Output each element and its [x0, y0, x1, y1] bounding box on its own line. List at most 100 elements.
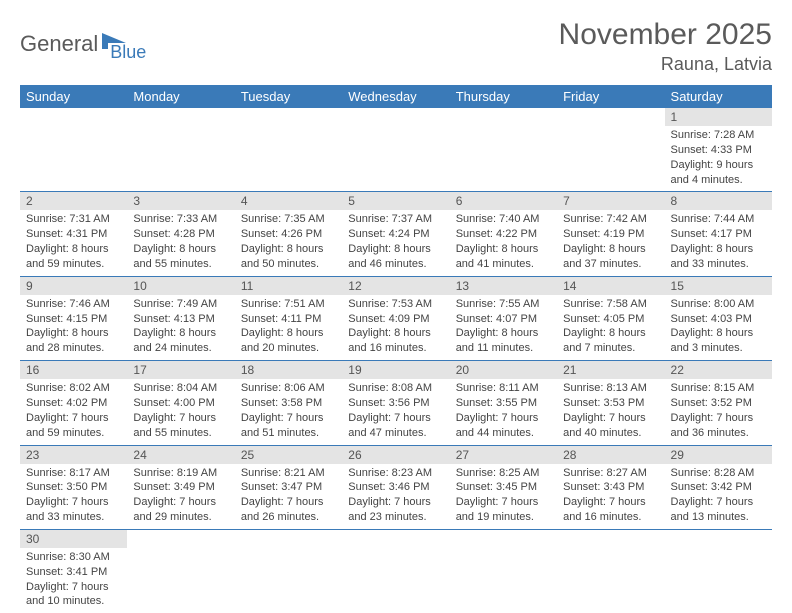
calendar-cell: 22Sunrise: 8:15 AMSunset: 3:52 PMDayligh…: [665, 361, 772, 445]
day-number: 29: [665, 446, 772, 464]
day-details: Sunrise: 8:30 AMSunset: 3:41 PMDaylight:…: [20, 548, 127, 613]
day-of-week-header: Tuesday: [235, 85, 342, 108]
day-details: Sunrise: 8:25 AMSunset: 3:45 PMDaylight:…: [450, 464, 557, 529]
day-details: Sunrise: 7:35 AMSunset: 4:26 PMDaylight:…: [235, 210, 342, 275]
day-of-week-header: Wednesday: [342, 85, 449, 108]
day-details: Sunrise: 8:27 AMSunset: 3:43 PMDaylight:…: [557, 464, 664, 529]
calendar-cell: 20Sunrise: 8:11 AMSunset: 3:55 PMDayligh…: [450, 361, 557, 445]
day-number: 19: [342, 361, 449, 379]
day-details: Sunrise: 8:06 AMSunset: 3:58 PMDaylight:…: [235, 379, 342, 444]
day-details: Sunrise: 8:11 AMSunset: 3:55 PMDaylight:…: [450, 379, 557, 444]
calendar-cell-blank: [450, 108, 557, 192]
day-details: Sunrise: 8:02 AMSunset: 4:02 PMDaylight:…: [20, 379, 127, 444]
calendar-cell: 1Sunrise: 7:28 AMSunset: 4:33 PMDaylight…: [665, 108, 772, 192]
day-number: 7: [557, 192, 664, 210]
calendar-cell: 16Sunrise: 8:02 AMSunset: 4:02 PMDayligh…: [20, 361, 127, 445]
day-number: 12: [342, 277, 449, 295]
calendar-cell-blank: [127, 108, 234, 192]
day-details: Sunrise: 7:40 AMSunset: 4:22 PMDaylight:…: [450, 210, 557, 275]
day-number: 27: [450, 446, 557, 464]
day-of-week-header: Friday: [557, 85, 664, 108]
day-number: 6: [450, 192, 557, 210]
day-details: Sunrise: 7:53 AMSunset: 4:09 PMDaylight:…: [342, 295, 449, 360]
title-block: November 2025 Rauna, Latvia: [559, 18, 772, 75]
day-details: Sunrise: 7:42 AMSunset: 4:19 PMDaylight:…: [557, 210, 664, 275]
calendar-cell: 4Sunrise: 7:35 AMSunset: 4:26 PMDaylight…: [235, 192, 342, 276]
day-details: Sunrise: 8:00 AMSunset: 4:03 PMDaylight:…: [665, 295, 772, 360]
calendar-cell: 3Sunrise: 7:33 AMSunset: 4:28 PMDaylight…: [127, 192, 234, 276]
day-number: 21: [557, 361, 664, 379]
calendar-cell: 18Sunrise: 8:06 AMSunset: 3:58 PMDayligh…: [235, 361, 342, 445]
day-number: 20: [450, 361, 557, 379]
calendar-cell-blank: [235, 529, 342, 613]
day-number: 9: [20, 277, 127, 295]
day-details: Sunrise: 8:13 AMSunset: 3:53 PMDaylight:…: [557, 379, 664, 444]
day-of-week-header: Saturday: [665, 85, 772, 108]
day-details: Sunrise: 8:19 AMSunset: 3:49 PMDaylight:…: [127, 464, 234, 529]
logo: General Blue: [20, 18, 146, 63]
location-label: Rauna, Latvia: [559, 54, 772, 75]
calendar-row: 1Sunrise: 7:28 AMSunset: 4:33 PMDaylight…: [20, 108, 772, 192]
calendar-cell-blank: [557, 108, 664, 192]
calendar-cell: 10Sunrise: 7:49 AMSunset: 4:13 PMDayligh…: [127, 276, 234, 360]
day-number: 26: [342, 446, 449, 464]
calendar-cell: 9Sunrise: 7:46 AMSunset: 4:15 PMDaylight…: [20, 276, 127, 360]
day-number: 14: [557, 277, 664, 295]
day-number: 22: [665, 361, 772, 379]
calendar-cell-blank: [450, 529, 557, 613]
day-details: Sunrise: 7:33 AMSunset: 4:28 PMDaylight:…: [127, 210, 234, 275]
calendar-cell: 30Sunrise: 8:30 AMSunset: 3:41 PMDayligh…: [20, 529, 127, 613]
day-of-week-header: Sunday: [20, 85, 127, 108]
calendar-row: 16Sunrise: 8:02 AMSunset: 4:02 PMDayligh…: [20, 361, 772, 445]
calendar-cell: 7Sunrise: 7:42 AMSunset: 4:19 PMDaylight…: [557, 192, 664, 276]
calendar-cell: 27Sunrise: 8:25 AMSunset: 3:45 PMDayligh…: [450, 445, 557, 529]
calendar-cell: 12Sunrise: 7:53 AMSunset: 4:09 PMDayligh…: [342, 276, 449, 360]
calendar-cell: 11Sunrise: 7:51 AMSunset: 4:11 PMDayligh…: [235, 276, 342, 360]
calendar-row: 9Sunrise: 7:46 AMSunset: 4:15 PMDaylight…: [20, 276, 772, 360]
day-details: Sunrise: 7:37 AMSunset: 4:24 PMDaylight:…: [342, 210, 449, 275]
day-number: 2: [20, 192, 127, 210]
day-of-week-row: SundayMondayTuesdayWednesdayThursdayFrid…: [20, 85, 772, 108]
day-number: 30: [20, 530, 127, 548]
calendar-cell-blank: [235, 108, 342, 192]
day-details: Sunrise: 8:21 AMSunset: 3:47 PMDaylight:…: [235, 464, 342, 529]
calendar-cell: 17Sunrise: 8:04 AMSunset: 4:00 PMDayligh…: [127, 361, 234, 445]
day-number: 23: [20, 446, 127, 464]
day-details: Sunrise: 8:23 AMSunset: 3:46 PMDaylight:…: [342, 464, 449, 529]
calendar-cell-blank: [342, 529, 449, 613]
calendar-cell: 23Sunrise: 8:17 AMSunset: 3:50 PMDayligh…: [20, 445, 127, 529]
calendar-cell-blank: [557, 529, 664, 613]
day-details: Sunrise: 7:58 AMSunset: 4:05 PMDaylight:…: [557, 295, 664, 360]
calendar-cell-blank: [665, 529, 772, 613]
calendar-cell: 8Sunrise: 7:44 AMSunset: 4:17 PMDaylight…: [665, 192, 772, 276]
calendar-cell: 6Sunrise: 7:40 AMSunset: 4:22 PMDaylight…: [450, 192, 557, 276]
calendar-cell-blank: [127, 529, 234, 613]
day-number: 10: [127, 277, 234, 295]
calendar-table: SundayMondayTuesdayWednesdayThursdayFrid…: [20, 85, 772, 613]
day-number: 13: [450, 277, 557, 295]
day-number: 15: [665, 277, 772, 295]
day-of-week-header: Thursday: [450, 85, 557, 108]
day-number: 24: [127, 446, 234, 464]
calendar-cell: 14Sunrise: 7:58 AMSunset: 4:05 PMDayligh…: [557, 276, 664, 360]
day-number: 17: [127, 361, 234, 379]
day-number: 16: [20, 361, 127, 379]
logo-text-blue: Blue: [110, 42, 146, 63]
calendar-cell: 25Sunrise: 8:21 AMSunset: 3:47 PMDayligh…: [235, 445, 342, 529]
day-number: 25: [235, 446, 342, 464]
day-details: Sunrise: 7:49 AMSunset: 4:13 PMDaylight:…: [127, 295, 234, 360]
day-number: 28: [557, 446, 664, 464]
calendar-cell: 2Sunrise: 7:31 AMSunset: 4:31 PMDaylight…: [20, 192, 127, 276]
day-number: 3: [127, 192, 234, 210]
day-details: Sunrise: 7:55 AMSunset: 4:07 PMDaylight:…: [450, 295, 557, 360]
calendar-row: 30Sunrise: 8:30 AMSunset: 3:41 PMDayligh…: [20, 529, 772, 613]
day-details: Sunrise: 7:28 AMSunset: 4:33 PMDaylight:…: [665, 126, 772, 191]
day-number: 1: [665, 108, 772, 126]
day-details: Sunrise: 8:17 AMSunset: 3:50 PMDaylight:…: [20, 464, 127, 529]
calendar-cell-blank: [342, 108, 449, 192]
calendar-cell: 15Sunrise: 8:00 AMSunset: 4:03 PMDayligh…: [665, 276, 772, 360]
page-title: November 2025: [559, 18, 772, 52]
calendar-cell: 5Sunrise: 7:37 AMSunset: 4:24 PMDaylight…: [342, 192, 449, 276]
day-of-week-header: Monday: [127, 85, 234, 108]
calendar-cell: 13Sunrise: 7:55 AMSunset: 4:07 PMDayligh…: [450, 276, 557, 360]
